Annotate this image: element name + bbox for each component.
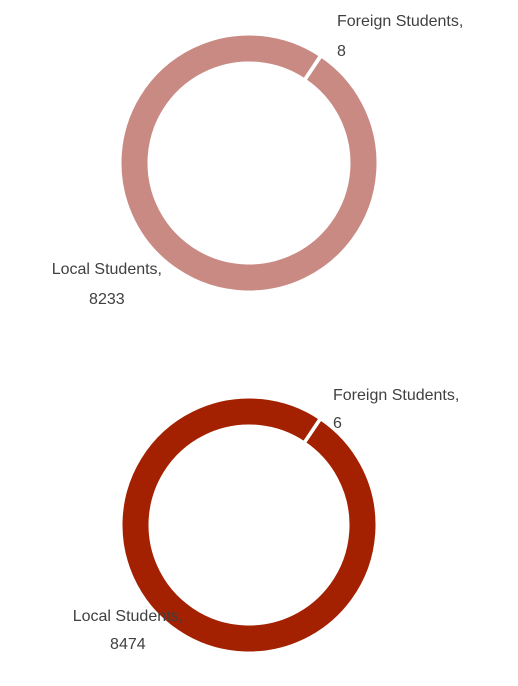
slice-label: Local Students, <box>73 608 183 625</box>
slice-label: Foreign Students, <box>333 387 459 404</box>
donut-slice <box>301 416 323 446</box>
slice-value: 8233 <box>89 291 125 308</box>
slice-value: 8474 <box>110 636 146 653</box>
donut-slice <box>119 395 379 655</box>
donut-slice <box>118 32 380 294</box>
slice-value: 6 <box>333 415 342 432</box>
slice-label: Local Students, <box>52 261 162 278</box>
slice-value: 8 <box>337 43 346 60</box>
donut-slice <box>302 53 324 83</box>
slice-label: Foreign Students, <box>337 13 463 30</box>
